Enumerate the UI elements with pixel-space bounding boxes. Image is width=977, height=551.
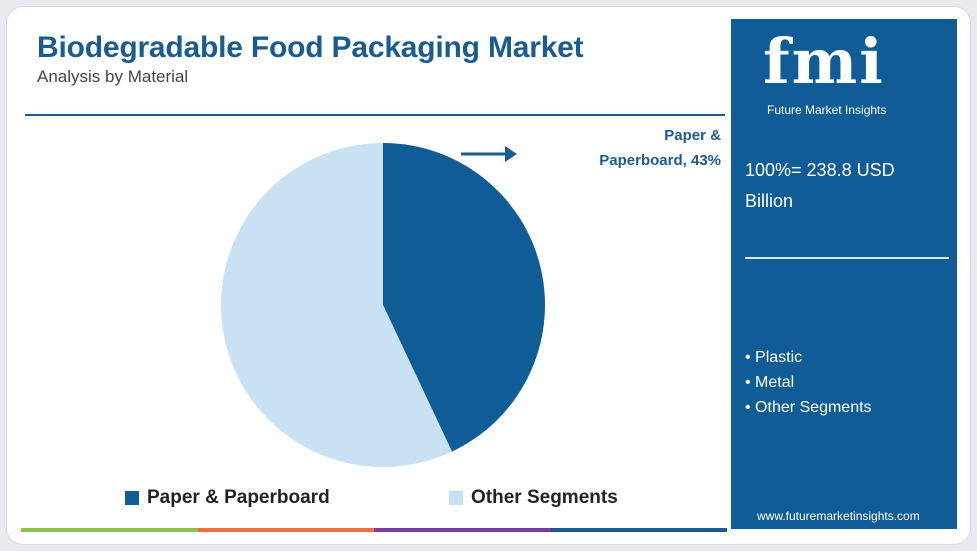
segment-item: • Metal: [745, 374, 795, 391]
color-bar: [21, 528, 727, 532]
legend-swatch: [449, 491, 463, 505]
website-link[interactable]: www.futuremarketinsights.com: [757, 509, 920, 523]
total-line-2: Billion: [745, 191, 794, 211]
chart-subtitle: Analysis by Material: [37, 67, 189, 86]
total-line-1: 100%= 238.8 USD: [745, 160, 895, 180]
segment-item: • Plastic: [745, 349, 803, 366]
legend-item-paper: Paper & Paperboard: [125, 487, 330, 509]
pie-callout-label: Paper & Paperboard, 43%: [547, 123, 721, 173]
arrow-right-icon: [461, 146, 517, 162]
legend-swatch: [125, 491, 139, 505]
callout-line-2: Paperboard, 43%: [599, 152, 721, 169]
color-bar-segment: [550, 528, 727, 532]
title-divider: [25, 114, 725, 116]
pie-chart: [221, 143, 545, 467]
segment-item: • Other Segments: [745, 399, 872, 416]
fmi-logo: fmi: [763, 25, 885, 98]
panel-divider: [745, 257, 949, 259]
color-bar-segment: [197, 528, 374, 532]
pie-slice-paper-paperboard: [383, 143, 545, 452]
legend-label: Paper & Paperboard: [147, 487, 330, 508]
logo-subtitle: Future Market Insights: [767, 103, 887, 117]
legend-label: Other Segments: [471, 487, 618, 508]
market-total: 100%= 238.8 USD Billion: [745, 155, 945, 217]
color-bar-segment: [374, 528, 551, 532]
report-card: Biodegradable Food Packaging Market Anal…: [7, 7, 970, 544]
chart-title: Biodegradable Food Packaging Market: [37, 31, 584, 64]
segment-list: • Plastic • Metal • Other Segments: [745, 345, 872, 420]
info-panel: fmi Future Market Insights 100%= 238.8 U…: [731, 19, 957, 529]
callout-line-1: Paper &: [664, 127, 721, 144]
legend-item-other: Other Segments: [449, 487, 618, 509]
color-bar-segment: [21, 528, 198, 532]
pie-slice-other-segments: [221, 143, 452, 467]
